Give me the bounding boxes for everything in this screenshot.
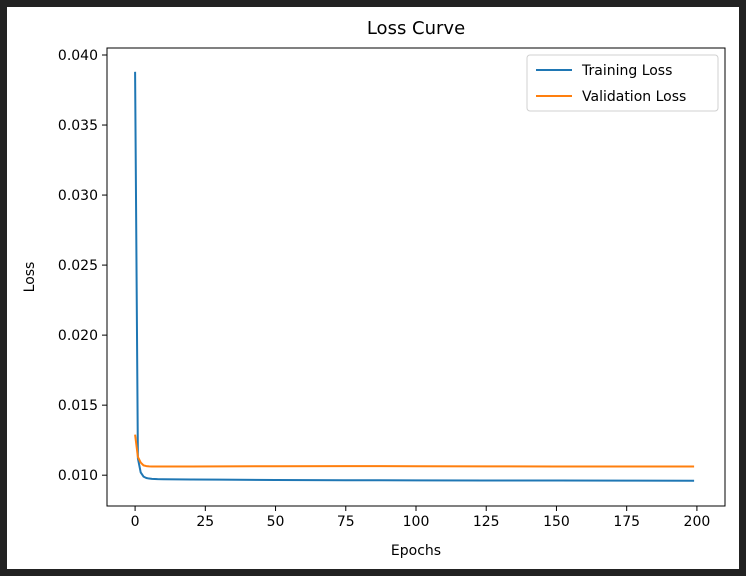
x-tick-label: 75 (337, 514, 355, 530)
legend-label-1: Validation Loss (582, 89, 686, 105)
x-tick-label: 25 (196, 514, 214, 530)
x-tick-label: 50 (267, 514, 285, 530)
chart-legend: Training Loss Validation Loss (526, 54, 719, 112)
x-tick-label: 125 (473, 514, 500, 530)
x-tick-label: 100 (403, 514, 430, 530)
plot-area (107, 48, 725, 506)
axes-layer: 0 25 50 75 100 125 150 175 200 0.010 0.015 0.020 0.0… (58, 47, 726, 530)
y-tick-label: 0.010 (58, 468, 98, 484)
legend-label-0: Training Loss (581, 63, 672, 79)
x-tick-label: 150 (543, 514, 570, 530)
x-tick-label: 200 (684, 514, 711, 530)
x-tick-label: 0 (131, 514, 140, 530)
y-tick-label: 0.040 (58, 48, 98, 64)
y-tick-label: 0.035 (58, 118, 98, 134)
series-line-1 (134, 434, 695, 468)
y-tick-label: 0.020 (58, 328, 98, 344)
y-axis-label: Loss (22, 262, 38, 293)
y-tick-label: 0.015 (58, 398, 98, 414)
y-tick-label: 0.025 (58, 258, 98, 274)
loss-chart: Loss Curve 0 25 50 75 100 125 150 175 200 0.010 0.… (22, 18, 726, 559)
series-line-0 (134, 71, 695, 482)
series-layer (134, 71, 695, 482)
chart-title: Loss Curve (367, 18, 465, 39)
plot-background (107, 48, 725, 506)
y-tick-label: 0.030 (58, 188, 98, 204)
figure-canvas: Loss Curve 0 25 50 75 100 125 150 175 200 0.010 0.… (7, 7, 739, 569)
x-axis-label: Epochs (391, 543, 441, 559)
x-tick-label: 175 (613, 514, 640, 530)
legend-box (526, 54, 719, 112)
